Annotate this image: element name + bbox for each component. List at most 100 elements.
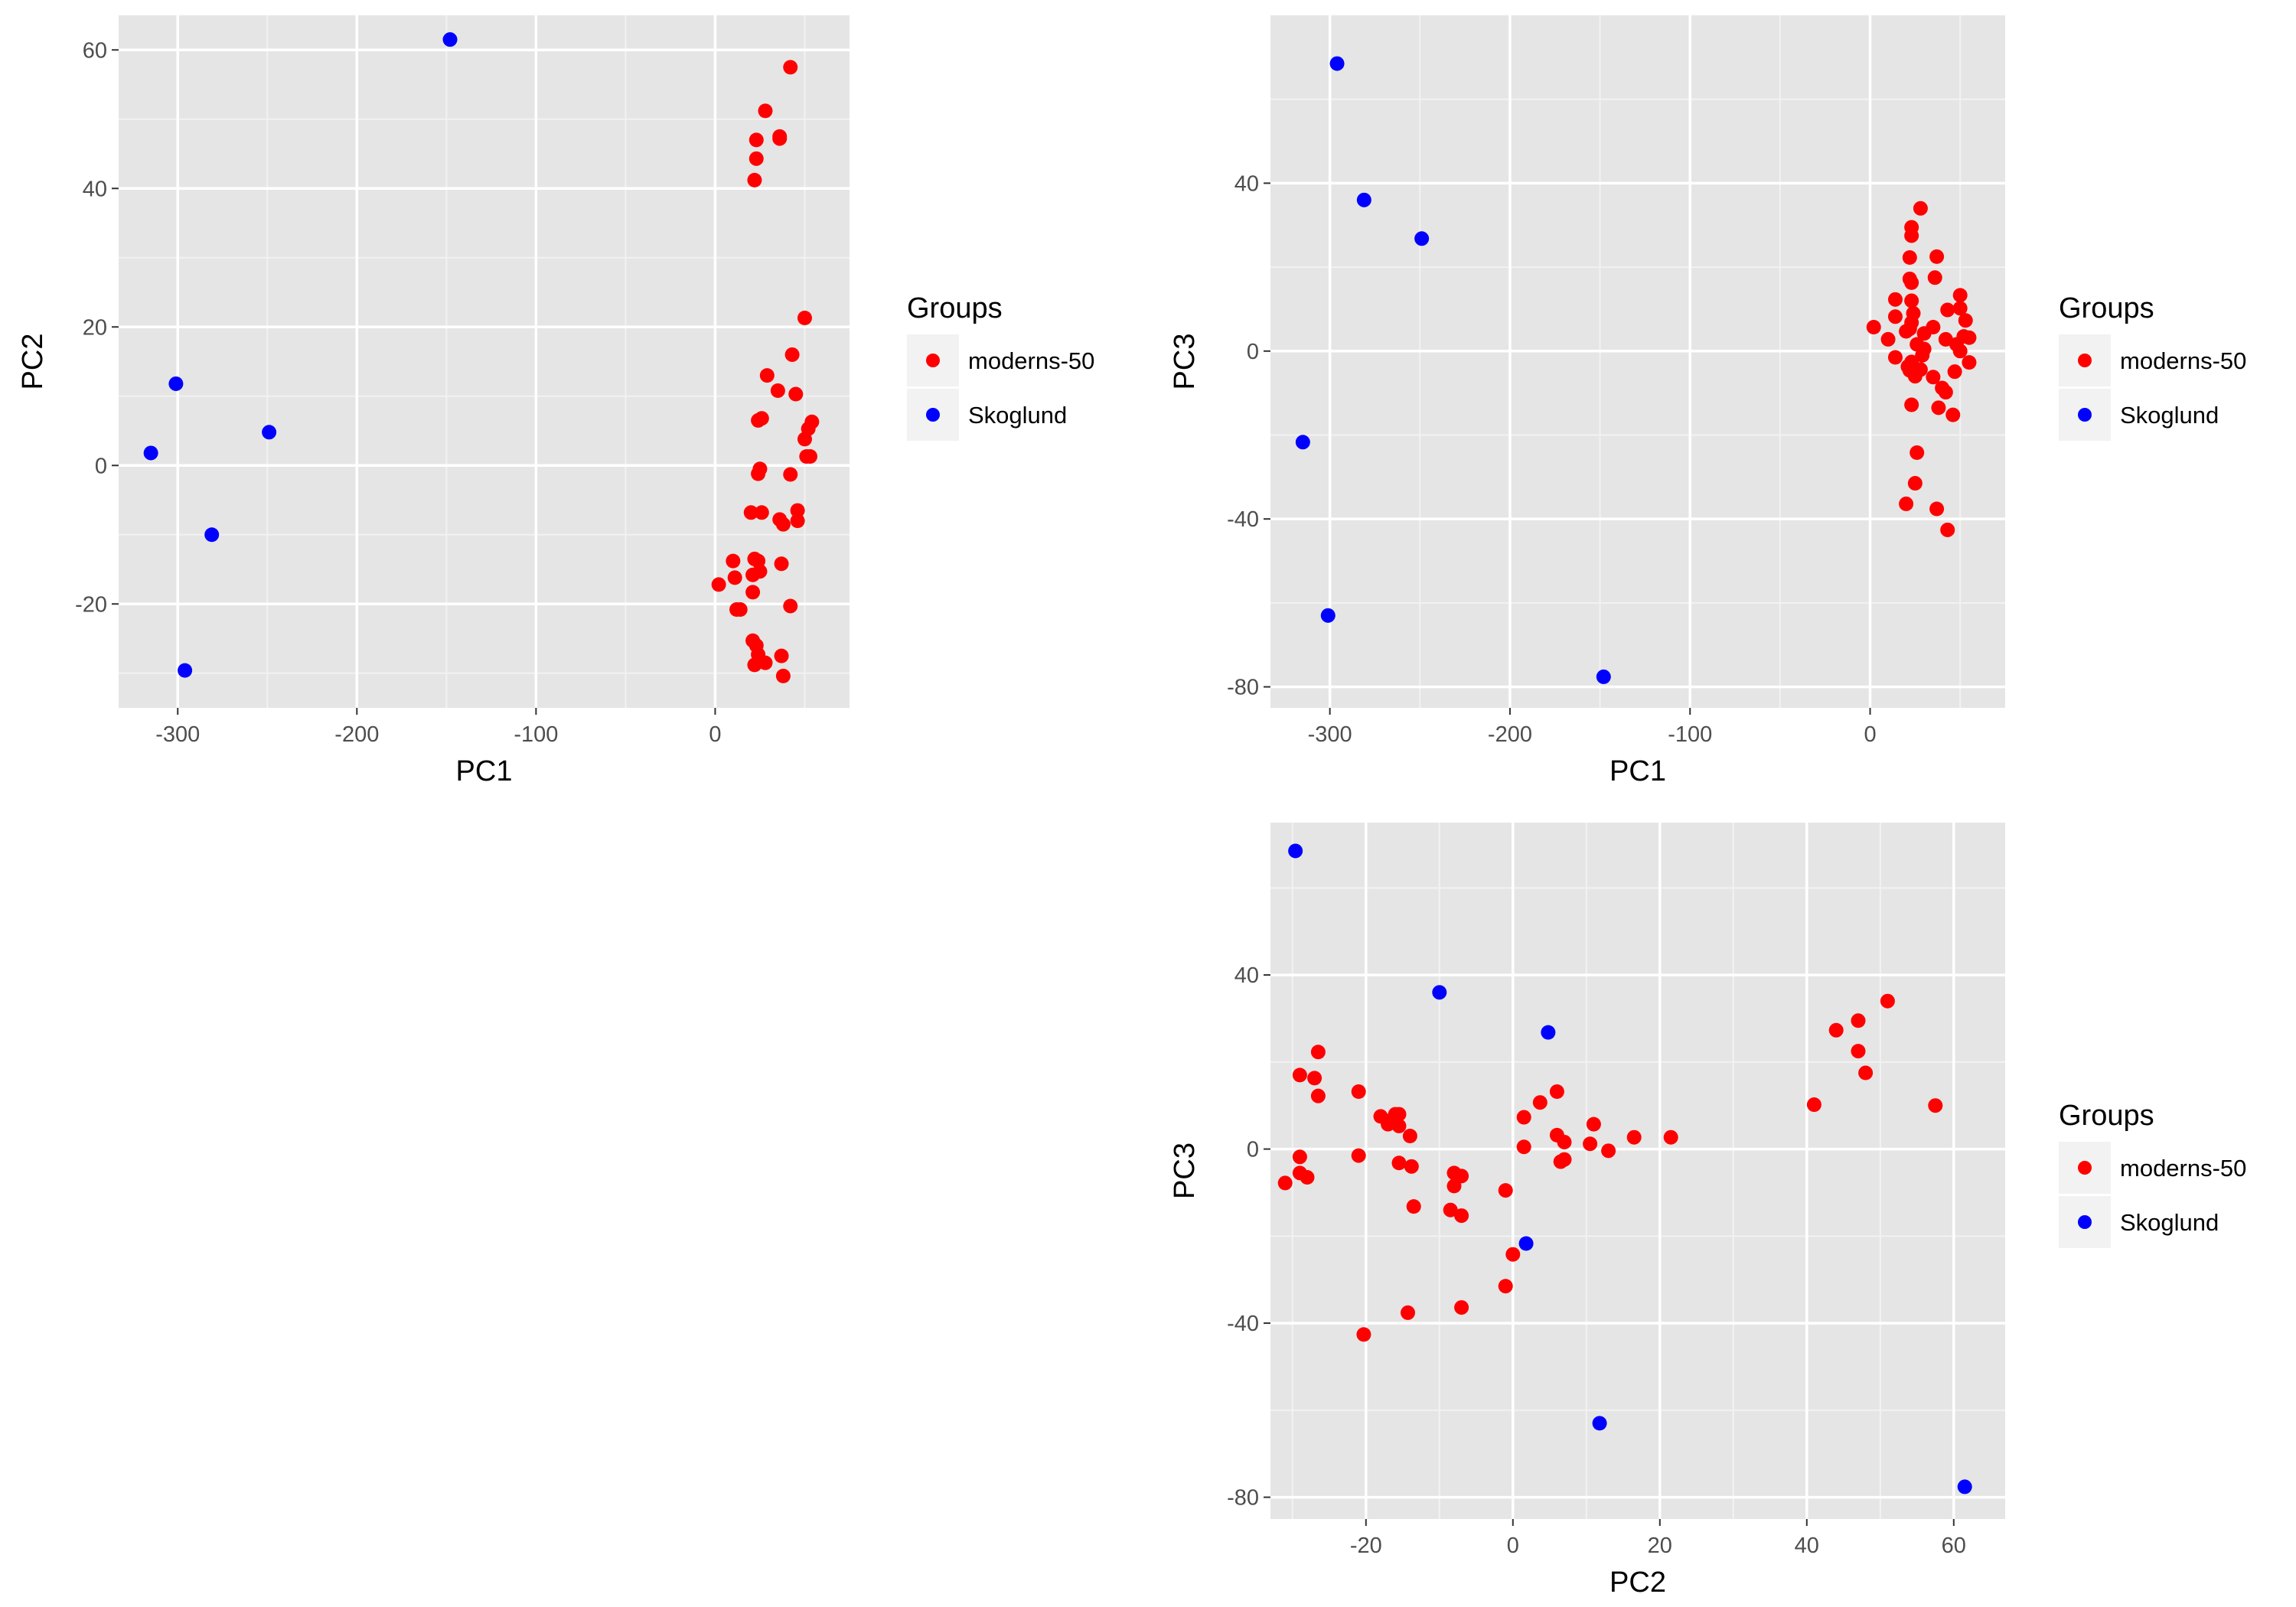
data-point [143, 445, 158, 461]
legend-marker-moderns [2078, 1161, 2092, 1175]
data-point [1858, 1065, 1874, 1081]
data-point [1356, 192, 1371, 207]
data-point [1454, 1300, 1469, 1315]
data-point [1586, 1116, 1601, 1132]
data-point [797, 432, 812, 447]
data-point [803, 448, 818, 464]
data-point [745, 585, 761, 600]
data-point [1626, 1129, 1642, 1145]
tick-label-x: -100 [514, 722, 558, 747]
data-point [178, 663, 193, 678]
data-point [1851, 1013, 1866, 1028]
data-point [1907, 369, 1923, 384]
legend-marker-skoglund [2078, 1215, 2092, 1229]
data-point [747, 172, 762, 187]
data-point [1952, 344, 1968, 359]
tick-label-x: 0 [1507, 1534, 1519, 1558]
data-point [1310, 1088, 1326, 1103]
data-point [1443, 1202, 1458, 1217]
data-point [1902, 321, 1917, 337]
data-point [442, 32, 458, 47]
data-point [1945, 407, 1961, 422]
tick-label-y: 40 [83, 177, 107, 201]
data-point [1532, 1095, 1548, 1110]
data-point [1454, 1208, 1469, 1224]
data-point [1899, 496, 1914, 511]
data-point [1414, 231, 1430, 246]
data-point [1902, 249, 1917, 265]
plot-area: -300 -200 -100 0 -80 -40 0 40 PC1 PC3 [1169, 15, 2005, 787]
data-point [1926, 370, 1941, 385]
data-point [726, 553, 741, 569]
data-point [1381, 1116, 1396, 1132]
scatter-plot-pc1-pc3: -300 -200 -100 0 -80 -40 0 40 PC1 PC3 Groups mode… [1169, 15, 2246, 787]
data-point [1940, 522, 1955, 537]
tick-label-y: -40 [1227, 507, 1259, 532]
data-point [772, 131, 788, 146]
data-point [1851, 1044, 1866, 1059]
data-point [770, 383, 785, 399]
tick-label-y: 40 [1234, 171, 1259, 196]
legend-title: Groups [2059, 292, 2154, 324]
data-point [1806, 1097, 1821, 1113]
legend-title: Groups [907, 292, 1003, 324]
data-point [790, 513, 805, 529]
data-point [1915, 347, 1930, 363]
data-point [1931, 400, 1946, 416]
tick-label-x: 60 [1942, 1534, 1966, 1558]
data-point [1310, 1045, 1326, 1060]
legend-label-moderns: moderns-50 [2120, 1155, 2246, 1182]
data-point [1518, 1236, 1534, 1251]
data-point [1601, 1143, 1616, 1159]
data-point [204, 527, 220, 543]
tick-label-x: 0 [1864, 722, 1876, 747]
data-point [1928, 1098, 1943, 1113]
data-point [775, 668, 791, 683]
legend-pc1-pc3: Groups moderns-50 Skoglund [2059, 292, 2246, 441]
data-point [1351, 1084, 1366, 1099]
legend-label-skoglund: Skoglund [2120, 402, 2219, 429]
data-point [711, 577, 726, 592]
data-point [1866, 320, 1881, 335]
legend-title: Groups [2059, 1100, 2154, 1132]
data-point [262, 425, 277, 440]
legend-label-skoglund: Skoglund [968, 402, 1067, 429]
data-point [1446, 1178, 1462, 1194]
panel-background [119, 15, 850, 708]
data-point [783, 598, 798, 614]
tick-label-y: -80 [1227, 676, 1259, 700]
data-point [759, 368, 775, 383]
data-point [1910, 445, 1925, 461]
legend-marker-moderns [2078, 354, 2092, 367]
legend-marker-moderns [926, 354, 940, 367]
data-point [1402, 1129, 1417, 1143]
data-point [1904, 293, 1919, 308]
data-point [1828, 1022, 1844, 1038]
data-point [1292, 1068, 1307, 1083]
data-point [1962, 330, 1977, 345]
data-point [1938, 385, 1953, 400]
data-point [1295, 435, 1310, 450]
data-point [1927, 270, 1942, 285]
data-point [1663, 1129, 1678, 1145]
data-point [1887, 292, 1903, 307]
data-point [1320, 608, 1336, 623]
tick-label-y: 0 [1247, 1138, 1259, 1162]
data-point [1887, 350, 1903, 365]
data-point [1391, 1118, 1407, 1133]
data-point [1498, 1183, 1513, 1198]
tick-label-y: 0 [95, 454, 107, 478]
data-point [1391, 1156, 1407, 1171]
data-point [1958, 313, 1973, 328]
data-point [1401, 1305, 1416, 1320]
data-point [168, 376, 184, 391]
data-point [1406, 1199, 1421, 1214]
data-point [1952, 301, 1968, 316]
data-point [748, 151, 764, 166]
data-point [1938, 331, 1953, 347]
data-point [1516, 1139, 1531, 1155]
data-point [1553, 1154, 1568, 1169]
data-point [1904, 397, 1919, 412]
legend-label-moderns: moderns-50 [968, 347, 1094, 374]
